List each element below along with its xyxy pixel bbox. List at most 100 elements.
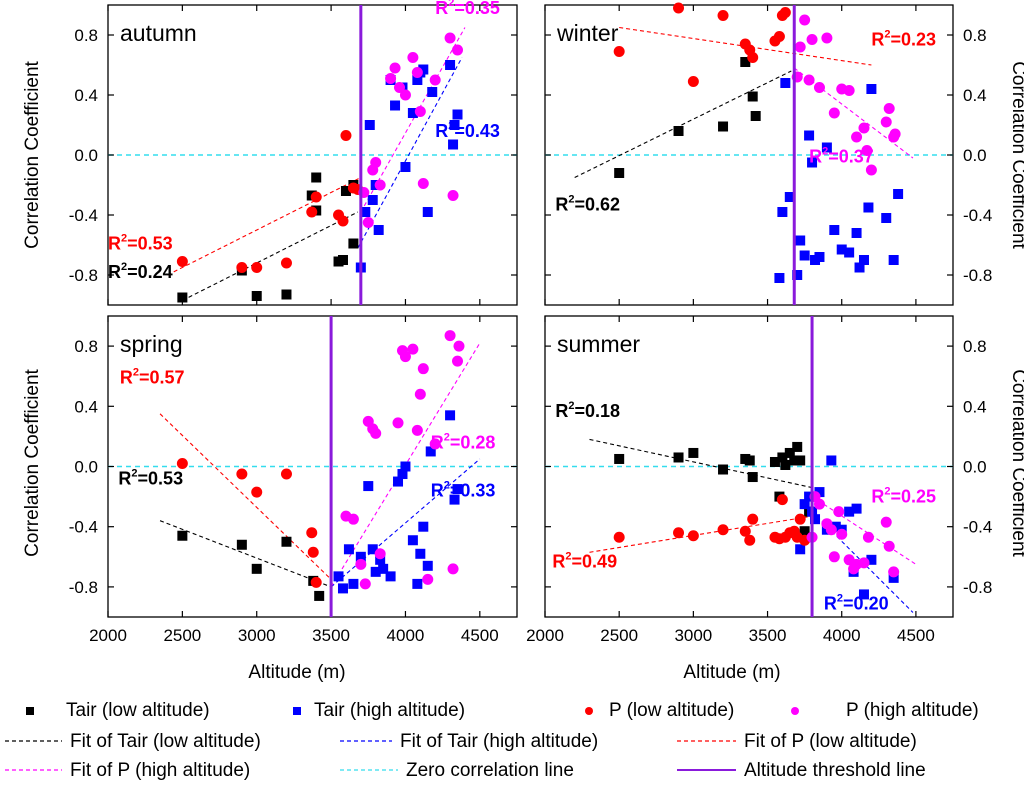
x-tick-label: 3000 — [238, 626, 276, 645]
data-point — [445, 60, 456, 70]
data-point — [236, 539, 247, 550]
data-point — [306, 206, 318, 218]
data-point — [614, 168, 625, 178]
data-point — [355, 558, 367, 570]
legend-label: P (low altitude) — [609, 700, 734, 721]
data-point — [449, 120, 460, 130]
data-point — [813, 82, 825, 93]
data-point — [777, 207, 788, 217]
fit-line-fit-of-p-low-altitude — [159, 413, 332, 580]
data-point — [411, 424, 423, 436]
legend-label: Fit of Tair (high altitude) — [400, 731, 598, 752]
data-point — [429, 438, 441, 450]
y-tick-label: 0.0 — [963, 146, 987, 165]
data-point — [347, 513, 359, 525]
data-point — [883, 103, 895, 114]
data-point — [843, 85, 855, 96]
data-point — [374, 548, 386, 560]
data-point — [851, 131, 863, 143]
data-point — [355, 551, 366, 562]
panel-title: winter — [556, 20, 619, 46]
data-point — [744, 534, 756, 546]
data-point — [448, 139, 459, 150]
data-point — [236, 262, 248, 273]
data-point — [784, 192, 795, 202]
data-point — [306, 527, 318, 539]
data-point — [393, 476, 404, 487]
data-point — [750, 111, 761, 121]
panel-title: summer — [557, 331, 640, 357]
data-point — [367, 195, 378, 205]
panel-title: spring — [120, 331, 183, 357]
data-point — [799, 14, 811, 26]
series-p-low-altitude — [613, 494, 811, 546]
legend-item-tair-high-altitude: Tair (high altitude) — [293, 700, 465, 721]
data-point — [744, 455, 755, 466]
data-point — [447, 563, 459, 575]
panel-spring: -0.8 -0.4 0.0 0.4 0.8 2000 2500 3000 3500 4000 450… — [69, 315, 518, 645]
data-point — [673, 2, 685, 14]
data-point — [814, 487, 825, 498]
data-point — [417, 178, 429, 189]
legend-item-p-low-altitude: P (low altitude) — [585, 700, 734, 721]
data-point — [452, 44, 464, 56]
legend-item-tair-low-altitude: Tair (low altitude) — [26, 700, 210, 721]
r2-annotation-tair-high-altitude: R2=0.33 — [431, 480, 496, 501]
legend-label: Fit of P (high altitude) — [70, 760, 250, 781]
data-point — [889, 128, 901, 140]
data-point — [799, 526, 810, 537]
data-point — [373, 225, 384, 235]
data-point — [453, 340, 465, 352]
data-point — [687, 530, 699, 542]
data-point — [888, 572, 899, 583]
data-point — [444, 32, 456, 44]
data-point — [310, 191, 322, 203]
data-point — [795, 455, 806, 466]
r2-annotation-p-high-altitude: R2=0.25 — [871, 486, 936, 507]
legend-item-zero-correlation-line: Zero correlation line — [340, 760, 574, 781]
data-point — [673, 452, 684, 463]
y-tick-label: -0.4 — [69, 206, 98, 225]
fit-line-fit-of-p-low-altitude — [167, 177, 362, 276]
data-point — [773, 31, 785, 42]
data-point — [340, 186, 351, 196]
data-point — [370, 157, 382, 168]
r2-annotation-tair-low-altitude: R2=0.53 — [118, 468, 183, 489]
legend-swatch — [293, 707, 301, 715]
data-point — [828, 551, 840, 563]
r2-annotation-tair-low-altitude: R2=0.18 — [555, 400, 620, 421]
data-point — [888, 255, 899, 265]
data-point — [310, 576, 322, 588]
data-point — [422, 560, 433, 571]
data-point — [814, 252, 825, 262]
data-point — [418, 64, 429, 75]
data-point — [747, 513, 759, 525]
fit-line-fit-of-p-high-altitude — [793, 67, 914, 159]
data-point — [777, 452, 788, 463]
data-point — [844, 506, 855, 517]
data-point — [385, 571, 396, 582]
panel-autumn: -0.8 -0.4 0.0 0.4 0.8 R2=0.24 R2=0.43 R2=0.53 R2… — [69, 0, 518, 306]
legend: Tair (low altitude) Tair (high altitude) P… — [5, 700, 979, 781]
x-axis-label-left: Altitude (m) — [248, 662, 345, 683]
data-point — [337, 255, 348, 265]
y-tick-label: -0.8 — [963, 578, 992, 597]
data-point — [447, 190, 459, 201]
data-point — [865, 164, 877, 176]
data-point — [851, 503, 862, 514]
data-point — [400, 162, 411, 172]
r2-annotation-p-high-altitude: R2=0.35 — [435, 0, 500, 18]
data-point — [385, 73, 397, 84]
series-tair-low-altitude — [614, 57, 761, 178]
data-point — [821, 32, 833, 44]
y-tick-label: 0.4 — [74, 397, 98, 416]
fit-line-fit-of-tair-low-altitude — [182, 211, 359, 301]
data-point — [280, 468, 292, 480]
data-point — [789, 455, 800, 466]
data-point — [251, 563, 262, 574]
data-point — [407, 343, 419, 355]
data-point — [883, 540, 895, 552]
y-tick-label: -0.4 — [69, 518, 98, 537]
data-point — [412, 578, 423, 589]
data-point — [394, 82, 406, 93]
